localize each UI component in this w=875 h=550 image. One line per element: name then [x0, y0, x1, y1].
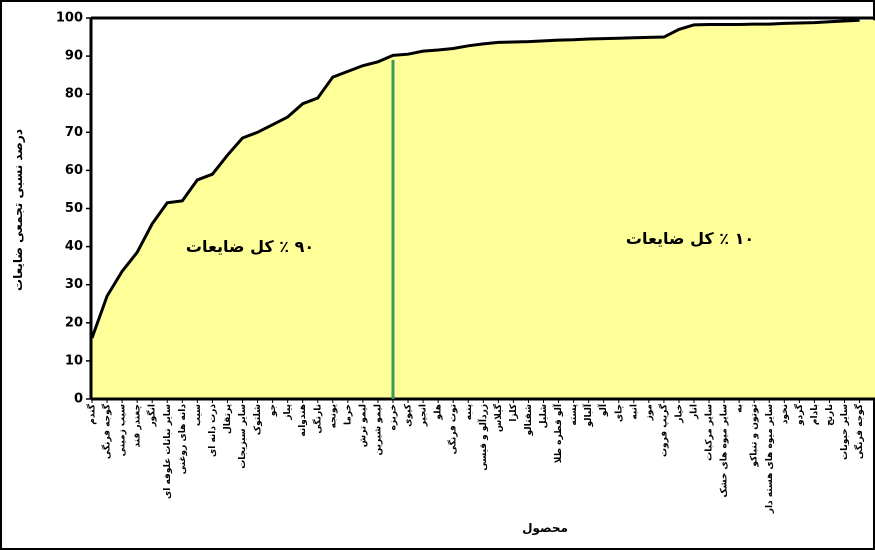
x-tick-label: سایر میوه های هسته دار — [765, 404, 775, 514]
x-tick-label: آلبالو — [582, 403, 594, 427]
x-tick-label: پسته — [569, 404, 579, 426]
x-tick-label: موز — [644, 404, 654, 421]
x-tick-label: هندوانه — [298, 404, 308, 437]
x-axis-title: محصول — [522, 521, 568, 536]
x-tick-label: سایر نباتات علوفه ای — [163, 404, 173, 499]
x-tick-label: لیمو شیرین — [373, 404, 383, 455]
x-tick-label: توتون و تنباکو — [750, 404, 760, 468]
x-tick-label: خرما — [343, 404, 353, 425]
x-tick-label: سایر میوه های خشک — [720, 404, 730, 498]
x-tick-label: به — [735, 404, 745, 413]
y-tick-label: 100 — [56, 11, 83, 26]
x-tick-label: ذرت دانه ای — [208, 404, 218, 457]
y-tick-label: 30 — [65, 277, 83, 292]
x-tick-label: خیار — [674, 404, 684, 424]
x-tick-label: هلو — [434, 404, 444, 421]
x-tick-label: چای — [614, 404, 624, 422]
y-tick-label: 10 — [65, 353, 83, 368]
x-tick-label: انجیر — [419, 404, 429, 427]
x-tick-label: گردو — [793, 403, 805, 426]
x-tick-label: آلو قطره طلا — [552, 403, 564, 463]
x-tick-label: گندم — [86, 403, 98, 424]
area-fill — [91, 20, 875, 399]
x-tick-label: انبه — [629, 404, 639, 420]
x-tick-label: پنبه — [464, 404, 474, 420]
x-tick-label: سایر سبزیجات — [238, 404, 248, 469]
x-tick-label: یونجه — [328, 404, 338, 428]
x-tick-label: دانه های روغنی — [178, 404, 188, 475]
x-tick-label: زردآلو و قیسی — [477, 404, 489, 471]
y-tick-label: 50 — [65, 201, 83, 216]
x-tick-label: گریپ فروت — [657, 403, 669, 457]
y-tick-label: 60 — [65, 163, 83, 178]
x-tick-label: جو — [268, 404, 278, 417]
x-tick-label: توت فرنگی — [447, 404, 459, 454]
x-tick-label: گوجه فرنگی — [101, 403, 113, 459]
x-tick-label: نخود — [780, 404, 790, 424]
y-tick-label: 20 — [65, 315, 83, 330]
x-tick-label: بادام — [810, 404, 820, 425]
x-tick-label: سایر حبوبات — [840, 404, 850, 460]
y-tick-label: 90 — [65, 49, 83, 64]
y-tick-label: 0 — [74, 392, 83, 407]
x-tick-label: شفتالو — [524, 404, 534, 437]
x-tick-label: پرتقال — [223, 404, 233, 434]
x-tick-label: نارنج — [825, 404, 835, 426]
x-tick-label: خربزه — [389, 404, 399, 430]
x-tick-label: آلو — [597, 403, 609, 417]
x-tick-label: شلتوک — [253, 404, 263, 435]
x-tick-label: پیاز — [283, 404, 293, 421]
y-axis-title: درصد نسبی تجمعی ضایعات — [11, 129, 25, 291]
x-tick-label: سایر مرکبات — [705, 404, 715, 461]
x-tick-label: انگور — [146, 404, 158, 428]
x-tick-label: شلیل — [539, 404, 549, 428]
x-tick-label: گوجه فرنگی — [853, 403, 865, 459]
x-tick-label: سیب — [193, 404, 203, 426]
y-tick-label: 70 — [65, 125, 83, 140]
x-tick-label: گیلاس — [492, 403, 504, 432]
x-tick-label: نارنگی — [311, 404, 323, 434]
x-tick-label: چغندر قند — [133, 404, 143, 448]
x-tick-label: انار — [690, 404, 700, 420]
y-tick-label: 40 — [65, 239, 83, 254]
y-tick-label: 80 — [65, 87, 83, 102]
x-tick-label: کلزا — [509, 403, 519, 421]
area-line — [90, 18, 860, 339]
annotation: ۱۰ ٪ کل ضایعات — [626, 229, 754, 248]
x-tick-label: لیمو ترش — [358, 404, 368, 447]
x-tick-label: سیب زمینی — [118, 404, 128, 457]
x-tick-label: کیوی — [404, 403, 414, 427]
annotation: ۹۰ ٪ کل ضایعات — [186, 237, 314, 256]
